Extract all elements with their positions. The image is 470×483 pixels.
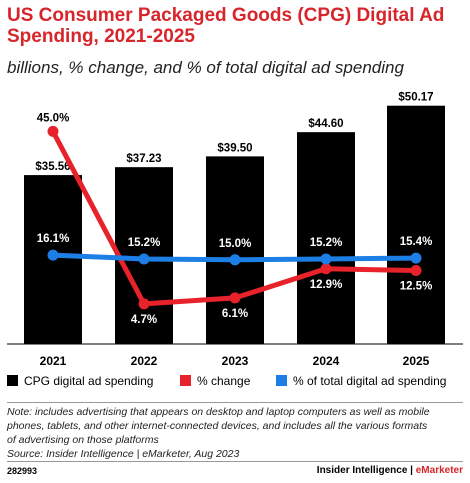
chart-id: 282993	[7, 466, 38, 476]
pct-change-label: 12.9%	[310, 279, 343, 291]
pct-share-point	[320, 253, 332, 265]
note-line: Note: includes advertising that appears …	[7, 406, 430, 418]
brand-main: Insider Intelligence |	[316, 465, 416, 476]
chart-title: US Consumer Packaged Goods (CPG) Digital…	[7, 5, 445, 47]
pct-change-point	[47, 125, 59, 137]
divider	[7, 402, 463, 403]
pct-change-point	[138, 298, 150, 310]
legend-label: CPG digital ad spending	[24, 374, 153, 388]
x-tick-label: 2024	[313, 354, 340, 368]
x-tick-label: 2022	[131, 354, 158, 368]
pct-share-point	[138, 253, 150, 265]
x-tick-label: 2023	[222, 354, 249, 368]
pct-share-label: 15.0%	[219, 238, 252, 250]
bar-value-label: $37.23	[126, 153, 161, 165]
legend-label: % change	[197, 374, 251, 388]
chart-subtitle: billions, % change, and % of total digit…	[7, 58, 404, 77]
pct-share-point	[410, 252, 422, 264]
divider	[7, 461, 463, 462]
pct-share-label: 15.2%	[128, 237, 161, 249]
bar	[387, 105, 445, 344]
pct-change-label: 4.7%	[131, 314, 157, 326]
x-tick-label: 2025	[403, 354, 430, 368]
pct-share-label: 16.1%	[37, 233, 70, 245]
chart-note: Note: includes advertising that appears …	[7, 405, 465, 461]
pct-share-point	[229, 254, 241, 266]
legend-label: % of total digital ad spending	[293, 374, 446, 388]
chart: $35.56 $37.23 $39.50 $44.60 $50.17 2021 2022 20…	[7, 92, 463, 388]
bar	[206, 156, 264, 344]
pct-change-point	[410, 265, 422, 276]
source-line: Source: Insider Intelligence | eMarketer…	[7, 448, 240, 460]
note-line: phones, tablets, and other internet-conn…	[7, 420, 428, 432]
bar-value-label: $35.56	[35, 161, 70, 173]
note-line: of advertising on those platforms	[7, 434, 159, 446]
pct-change-label: 6.1%	[222, 308, 248, 320]
legend-swatch	[276, 375, 287, 386]
legend-swatch	[180, 375, 191, 386]
bar	[297, 132, 355, 344]
pct-share-label: 15.2%	[310, 237, 343, 249]
x-tick-label: 2021	[40, 354, 67, 368]
bar-value-label: $44.60	[308, 118, 343, 130]
pct-change-point	[229, 292, 241, 304]
pct-change-label: 45.0%	[37, 112, 70, 124]
pct-share-point	[47, 249, 59, 261]
pct-share-label: 15.4%	[400, 236, 433, 248]
brand-accent: eMarketer	[415, 465, 463, 476]
legend-swatch	[7, 375, 18, 386]
bar-value-label: $39.50	[217, 142, 252, 154]
pct-change-label: 12.5%	[400, 281, 433, 293]
pct-change-point	[320, 263, 332, 275]
brand: Insider Intelligence | eMarketer	[317, 465, 463, 476]
bar-value-label: $50.17	[398, 92, 433, 104]
